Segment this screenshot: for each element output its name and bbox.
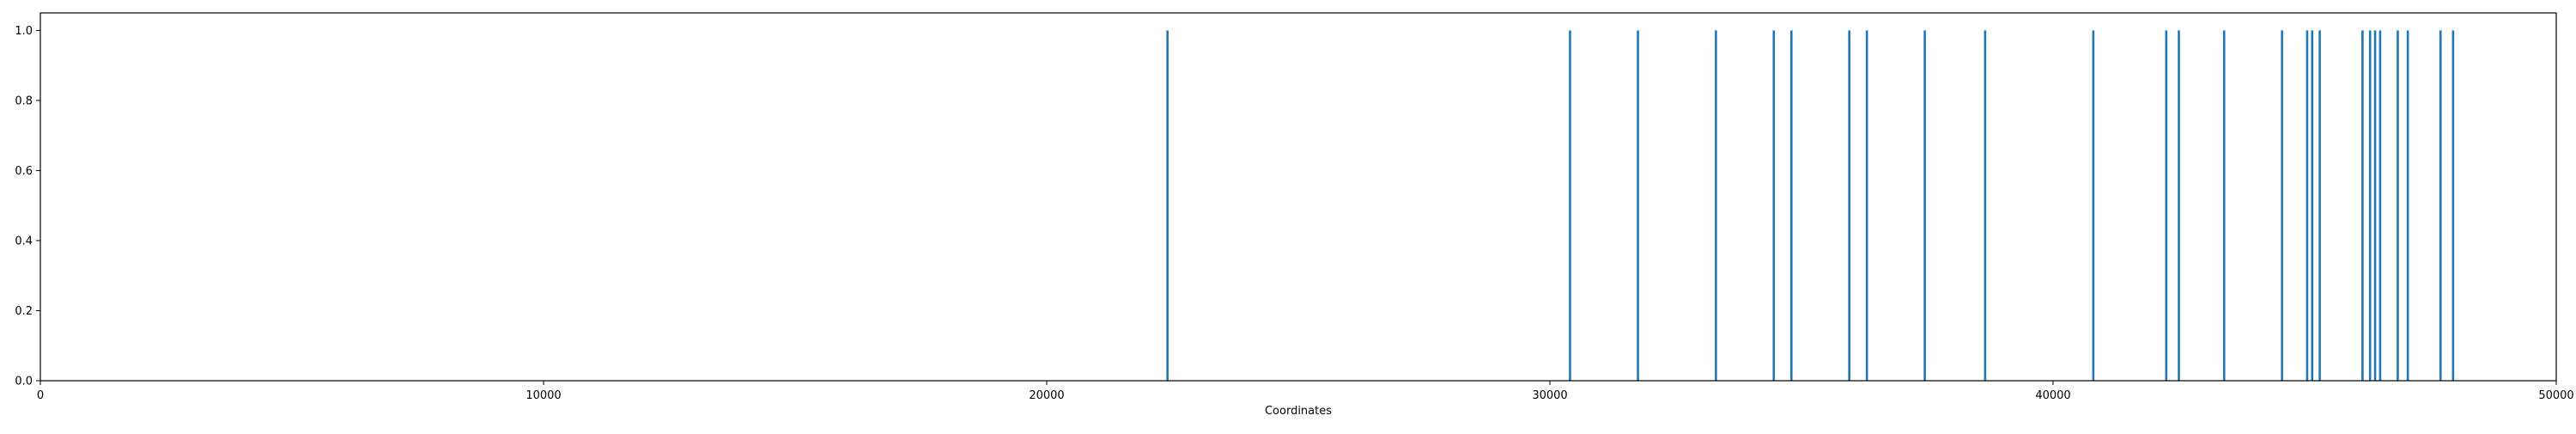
- y-tick-label: 1.0: [15, 25, 33, 38]
- x-tick-label: 0: [37, 389, 44, 402]
- x-tick-label: 50000: [2538, 389, 2573, 402]
- plot-area: [40, 13, 2556, 381]
- y-tick-label: 0.6: [15, 165, 33, 178]
- x-tick-label: 30000: [1532, 389, 1567, 402]
- x-tick-label: 20000: [1029, 389, 1064, 402]
- x-axis-label: Coordinates: [1265, 405, 1332, 418]
- x-tick-label: 10000: [526, 389, 561, 402]
- x-axis-ticks: 0 10000 20000 30000 40000 50000: [37, 381, 2574, 402]
- y-tick-label: 0.2: [15, 305, 33, 318]
- y-axis-ticks: 0.0 0.2 0.4 0.6 0.8 1.0: [15, 25, 40, 388]
- bar-series: [1166, 30, 2455, 381]
- y-tick-label: 0.8: [15, 95, 33, 107]
- x-tick-label: 40000: [2035, 389, 2070, 402]
- y-tick-label: 0.0: [15, 376, 33, 388]
- y-tick-label: 0.4: [15, 235, 33, 248]
- plot-frame: [39, 12, 2557, 382]
